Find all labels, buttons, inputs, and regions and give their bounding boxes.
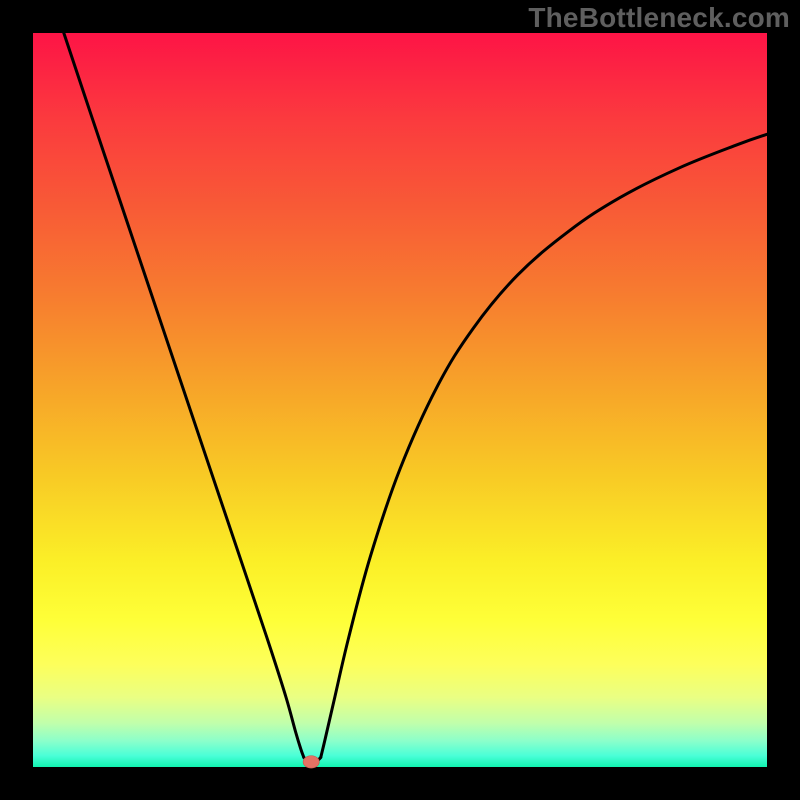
plot-background [33,33,767,767]
chart-svg [0,0,800,800]
bottleneck-marker [303,756,319,768]
watermark-text: TheBottleneck.com [528,2,790,34]
chart-container: TheBottleneck.com [0,0,800,800]
